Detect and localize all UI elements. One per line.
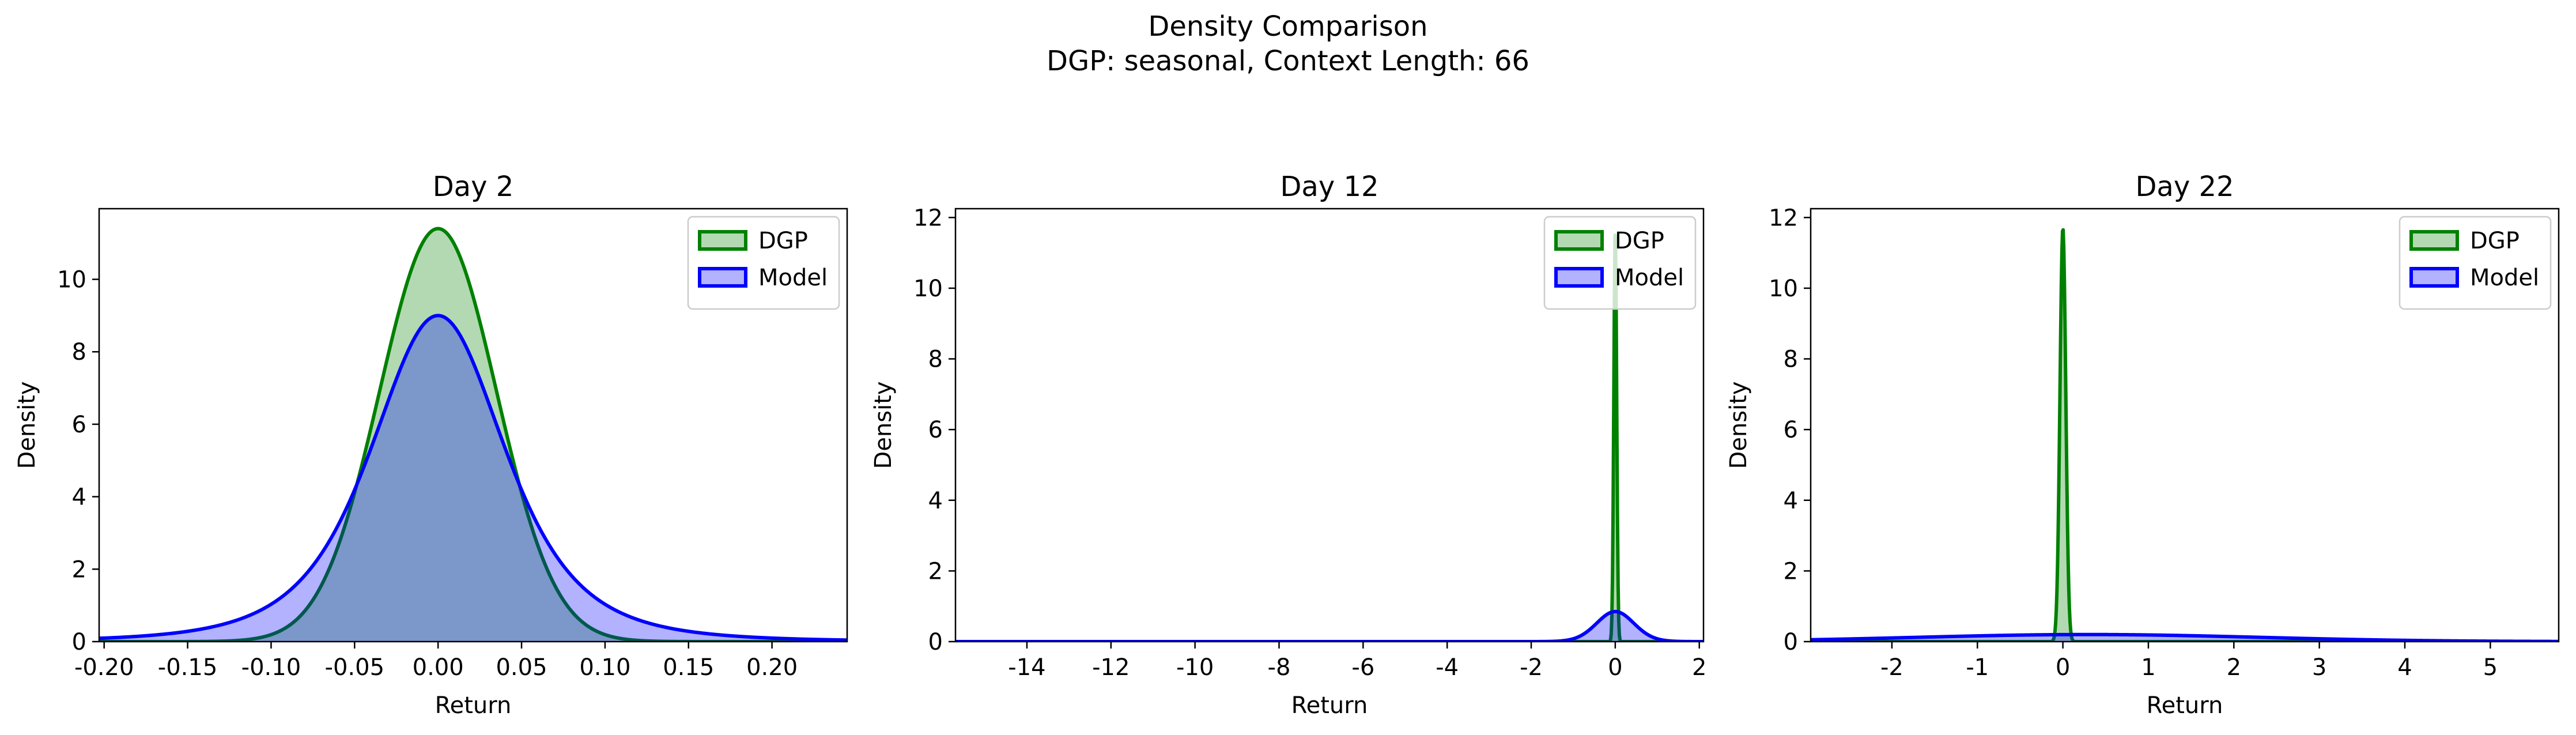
y-tick-label: 8: [1784, 346, 1798, 373]
x-tick-label: -2: [1880, 654, 1903, 681]
model-legend-swatch: [1554, 267, 1604, 288]
subplots: Day 2 -0.20 -0.15 -0.10 -0.05 0.00 0.05 0.10 0.1…: [14, 171, 2560, 719]
model-density-line: [1811, 632, 2559, 642]
y-axis-label: Density: [870, 381, 897, 469]
legend: DGP Model: [687, 216, 840, 310]
subplot-3: Day 22-2 -1 0 1 2 3 4 5024681012ReturnDensityDG…: [1725, 171, 2560, 719]
x-tick-label: -4: [1436, 654, 1459, 681]
x-tick-label: 5: [2483, 654, 2498, 681]
model-density-fill: [955, 611, 1704, 642]
axes-frame: [954, 208, 1705, 643]
x-axis-label: Return: [435, 692, 512, 719]
subplot-2: Day 12 -14 -12 -10 -8 -6 -4 -2 0 2 0 2 4 6 8 10 12 Return…: [870, 171, 1706, 719]
x-tick-label: 0.20: [746, 654, 798, 681]
x-tick-label: 1: [2141, 654, 2155, 681]
model-legend-label: Model: [2470, 265, 2539, 291]
model-legend-label: Model: [758, 265, 828, 291]
dgp-legend-swatch: [698, 230, 747, 251]
figure-title: Density Comparison: [1148, 10, 1427, 43]
subplot-title: Day 12: [1280, 171, 1378, 203]
figure-subtitle: DGP: seasonal, Context Length: 66: [1047, 45, 1529, 77]
y-tick-label: 12: [1769, 205, 1798, 231]
subplot-title: Day 2: [433, 171, 514, 203]
plot-area: [1811, 228, 2559, 642]
y-axis-label: Density: [1725, 381, 1752, 469]
x-tick-label: -14: [1008, 654, 1045, 681]
x-tick-label: 0.10: [579, 654, 630, 681]
x-axis-label: Return: [2147, 692, 2223, 719]
x-tick-label: -0.10: [241, 654, 301, 681]
x-tick-label: 3: [2312, 654, 2326, 681]
x-tick-label: 0.00: [413, 654, 464, 681]
y-tick-label: 4: [72, 484, 86, 511]
y-tick-label: 0: [72, 629, 86, 655]
x-tick-label: -2: [1520, 654, 1543, 681]
axes-frame: [98, 208, 848, 643]
y-axis-label: Density: [14, 381, 40, 469]
y-tick-label: 6: [1784, 417, 1798, 443]
x-tick-label: -12: [1092, 654, 1130, 681]
model-density-line: [955, 609, 1704, 642]
x-tick-label: -1: [1966, 654, 1989, 681]
model-density-line: [99, 314, 847, 642]
y-tick-label: 10: [1769, 276, 1798, 302]
x-tick-label: 0: [2056, 654, 2070, 681]
x-tick-label: -0.15: [158, 654, 218, 681]
y-tick-label: 10: [57, 267, 86, 293]
legend: DGP Model: [1543, 216, 1697, 310]
y-tick-label: 0: [1784, 629, 1798, 655]
model-legend-swatch: [2409, 267, 2459, 288]
x-axis-label: Return: [1291, 692, 1368, 719]
x-tick-label: -6: [1351, 654, 1374, 681]
model-density-fill: [99, 315, 847, 642]
y-tick-label: 8: [928, 346, 943, 373]
model-legend-swatch: [698, 267, 747, 288]
x-tick-label: 2: [2227, 654, 2241, 681]
y-tick-label: 2: [72, 556, 86, 583]
y-tick-label: 12: [913, 205, 943, 231]
x-tick-label: 2: [1692, 654, 1706, 681]
x-tick-label: -10: [1176, 654, 1214, 681]
y-tick-label: 4: [928, 488, 943, 514]
plot-area: [955, 233, 1704, 642]
dgp-legend-swatch: [2409, 230, 2459, 251]
subplot-title: Day 22: [2135, 171, 2234, 203]
y-tick-label: 0: [928, 629, 943, 655]
y-tick-label: 2: [1784, 558, 1798, 585]
y-tick-label: 10: [913, 276, 943, 302]
x-tick-label: -0.05: [325, 654, 385, 681]
x-tick-label: -0.20: [74, 654, 134, 681]
y-tick-label: 4: [1784, 488, 1798, 514]
dgp-legend-label: DGP: [758, 228, 808, 254]
y-tick-label: 6: [928, 417, 943, 443]
x-tick-label: 0: [1608, 654, 1622, 681]
model-legend-label: Model: [1615, 265, 1684, 291]
subplot-1: Day 2 -0.20 -0.15 -0.10 -0.05 0.00 0.05 0.10 0.1…: [14, 171, 848, 719]
x-tick-label: 0.05: [496, 654, 547, 681]
y-tick-label: 2: [928, 558, 943, 585]
axes-frame: [1810, 208, 2560, 643]
x-tick-label: 0.15: [663, 654, 714, 681]
dgp-density-fill: [99, 228, 847, 642]
dgp-legend-label: DGP: [1615, 228, 1664, 254]
legend: DGP Model: [2399, 216, 2552, 310]
dgp-legend-label: DGP: [2470, 228, 2520, 254]
x-tick-label: 4: [2397, 654, 2412, 681]
x-tick-label: -8: [1268, 654, 1291, 681]
y-tick-label: 8: [72, 339, 86, 365]
y-tick-label: 6: [72, 412, 86, 438]
dgp-legend-swatch: [1554, 230, 1604, 251]
